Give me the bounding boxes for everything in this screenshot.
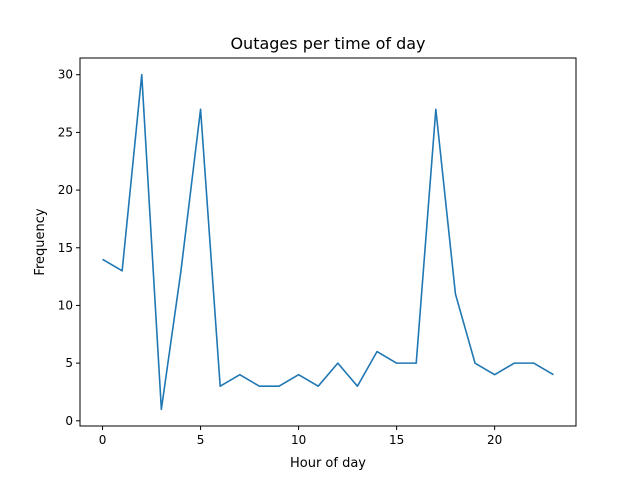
y-tick-label: 25 bbox=[58, 125, 73, 139]
x-axis-label: Hour of day bbox=[290, 456, 366, 471]
data-point bbox=[414, 361, 418, 365]
data-point bbox=[257, 384, 261, 388]
data-point bbox=[218, 384, 222, 388]
x-tick-label: 5 bbox=[197, 433, 205, 447]
y-tick-label: 0 bbox=[65, 414, 73, 428]
chart-title: Outages per time of day bbox=[230, 34, 425, 53]
y-tick-label: 10 bbox=[58, 298, 73, 312]
data-point bbox=[473, 361, 477, 365]
y-tick-label: 20 bbox=[58, 183, 73, 197]
data-point bbox=[120, 269, 124, 273]
y-axis: 0 5 10 15 20 25 30 bbox=[58, 68, 80, 428]
data-point bbox=[355, 384, 359, 388]
data-point bbox=[336, 361, 340, 365]
x-tick-label: 0 bbox=[99, 433, 107, 447]
data-point bbox=[199, 107, 203, 111]
plot-frame bbox=[79, 57, 577, 427]
data-point bbox=[532, 361, 536, 365]
data-point bbox=[179, 269, 183, 273]
data-point bbox=[434, 107, 438, 111]
data-point bbox=[140, 73, 144, 77]
y-axis-label: Frequency bbox=[33, 208, 48, 275]
data-point bbox=[551, 373, 555, 377]
data-point bbox=[297, 373, 301, 377]
data-point bbox=[316, 384, 320, 388]
data-point bbox=[453, 292, 457, 296]
data-point bbox=[238, 373, 242, 377]
x-axis: 0 5 10 15 20 bbox=[99, 426, 502, 447]
data-point bbox=[375, 350, 379, 354]
y-tick-label: 5 bbox=[65, 356, 73, 370]
data-point bbox=[395, 361, 399, 365]
y-tick-label: 30 bbox=[58, 68, 73, 82]
x-tick-label: 10 bbox=[291, 433, 306, 447]
x-tick-label: 20 bbox=[487, 433, 502, 447]
series-line bbox=[102, 73, 554, 411]
data-point bbox=[512, 361, 516, 365]
series-layer bbox=[101, 73, 555, 411]
y-tick-label: 15 bbox=[58, 241, 73, 255]
data-point bbox=[493, 373, 497, 377]
data-point bbox=[101, 257, 105, 261]
plot-area bbox=[79, 57, 577, 427]
x-tick-label: 15 bbox=[389, 433, 404, 447]
data-point bbox=[277, 384, 281, 388]
data-point bbox=[159, 407, 163, 411]
